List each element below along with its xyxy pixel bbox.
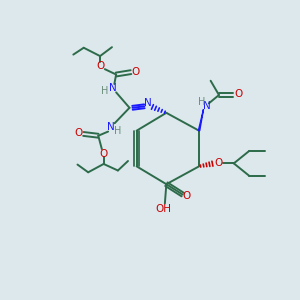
Text: O: O (131, 67, 140, 76)
Polygon shape (198, 109, 203, 131)
Text: O: O (214, 158, 223, 168)
Text: N: N (203, 101, 211, 111)
Text: O: O (183, 191, 191, 201)
Text: O: O (234, 89, 242, 99)
Text: OH: OH (155, 204, 171, 214)
Text: H: H (101, 85, 109, 96)
Text: H: H (114, 126, 121, 136)
Text: O: O (100, 148, 108, 159)
Text: O: O (74, 128, 83, 138)
Text: O: O (96, 61, 104, 70)
Text: N: N (106, 122, 114, 132)
Text: N: N (109, 83, 116, 93)
Text: H: H (198, 97, 205, 107)
Text: N: N (144, 98, 152, 108)
